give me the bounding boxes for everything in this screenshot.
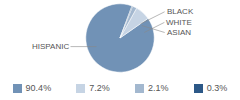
html-text:0.3%: 0.3% [206,83,228,93]
html-text:2.1%: 2.1% [148,83,169,93]
html-text:90.4%: 90.4% [25,83,52,93]
svg-text:BLACK: BLACK [167,7,194,16]
svg-text:HISPANIC: HISPANIC [32,42,69,51]
svg-text:ASIAN: ASIAN [167,28,191,37]
html-text:7.2%: 7.2% [89,83,110,93]
svg-text:WHITE: WHITE [166,18,192,27]
